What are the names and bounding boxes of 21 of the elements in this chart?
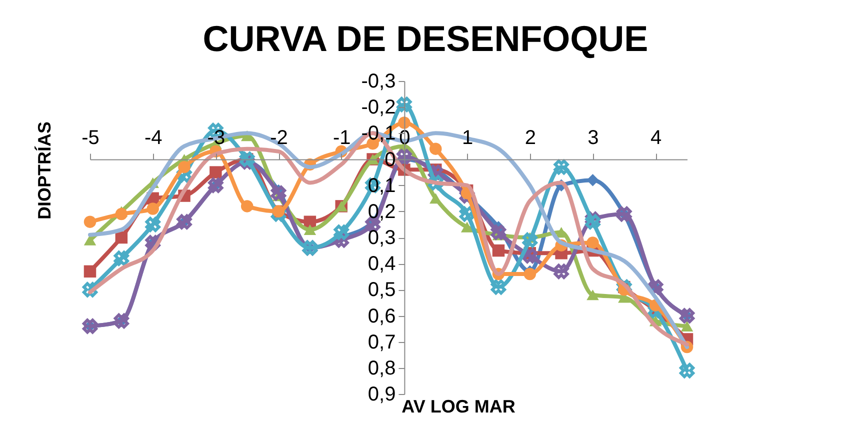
- y-axis-title: DIOPTRÍAS: [34, 121, 54, 220]
- y-tick-label: 0: [384, 148, 396, 171]
- x-tick-label: -5: [82, 126, 100, 149]
- x-tick-label: -4: [144, 126, 162, 149]
- x-tick-label: 4: [650, 126, 662, 149]
- y-tick-label: 0,3: [368, 227, 396, 249]
- chart-title: CURVA DE DESENFOQUE: [202, 18, 648, 59]
- x-tick-label: -1: [332, 126, 351, 149]
- y-tick-label: -0,3: [361, 70, 396, 92]
- y-tick-label: 0,6: [368, 305, 396, 328]
- y-tick-label: 0,5: [368, 279, 396, 302]
- x-tick-label: 1: [462, 126, 474, 149]
- x-tick-label: 2: [524, 126, 536, 149]
- x-tick-label: 3: [588, 126, 599, 149]
- y-tick-label: 0,4: [368, 253, 396, 276]
- y-tick-label: -0,2: [361, 96, 396, 119]
- y-tick-label: 0,8: [368, 357, 396, 380]
- y-tick-label: 0,9: [368, 384, 396, 406]
- x-tick-label: -2: [270, 126, 288, 149]
- x-axis-title: AV LOG MAR: [402, 396, 516, 416]
- y-tick-label: 0,7: [368, 331, 396, 354]
